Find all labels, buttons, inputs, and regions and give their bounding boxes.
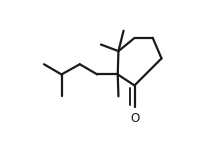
Text: O: O <box>130 112 139 125</box>
